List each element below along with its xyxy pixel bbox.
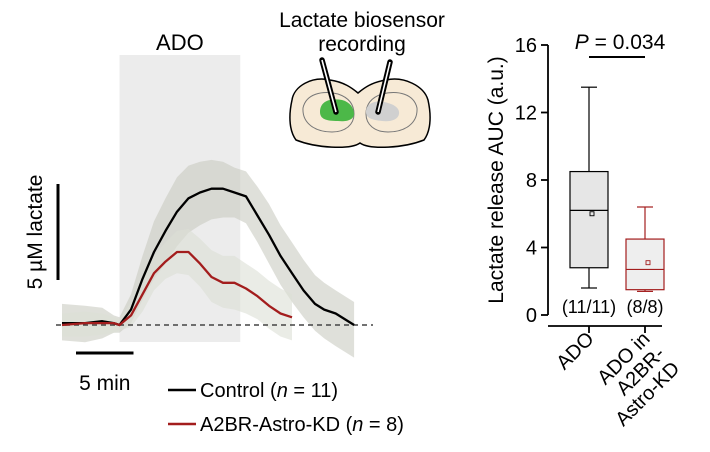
y-tick-label: 4 [526,238,537,260]
y-tick-label: 0 [526,305,537,327]
lactate-traces-panel: ADO 5 µM lactate 5 min Control (n = 11) … [24,30,404,436]
n-label: (11/11) [562,297,616,317]
y-tick-label: 16 [515,35,537,57]
y-axis-label: Lactate release AUC (a.u.) [485,56,508,303]
y-scale-bar-label: 5 µM lactate [24,175,47,290]
significance-label: P = 0.034 [575,31,666,54]
box-1: (8/8) [625,206,665,317]
box-iqr [625,238,665,291]
left-probe-core [321,59,337,113]
y-tick-label: 8 [526,170,537,192]
right-hemisphere-inner [365,92,418,133]
series-line-1 [61,250,293,327]
box-iqr [569,170,609,269]
mean-marker [645,260,651,266]
right-probe-core [377,61,391,113]
legend-a2br-label: A2BR-Astro-KD (n = 8) [200,414,404,436]
mean-marker [589,211,595,217]
x-scale-bar-label: 5 min [79,372,130,395]
box-0: (11/11) [562,86,616,317]
y-axis: 0 4 8 12 16 [515,35,662,327]
n-label: (8/8) [626,297,663,317]
grey-recording-region [366,101,400,122]
legend-control-label: Control (n = 11) [200,380,338,402]
inset-title-line1: Lactate biosensor [279,9,445,32]
y-tick-label: 12 [515,103,537,125]
inset-title-line2: recording [318,33,406,56]
ado-stimulus-label: ADO [156,30,204,55]
x-tick-label: ADO [552,328,598,374]
sem-band-1 [62,229,292,341]
lactate-auc-boxplot-panel: 0 4 8 12 16 Lactate release AUC (a.u.) (11/1… [485,31,684,431]
brain-slice-outline [289,78,431,149]
legend: Control (n = 11) A2BR-Astro-KD (n = 8) [168,380,404,436]
brain-slice-inset: Lactate biosensor recording [279,9,445,149]
